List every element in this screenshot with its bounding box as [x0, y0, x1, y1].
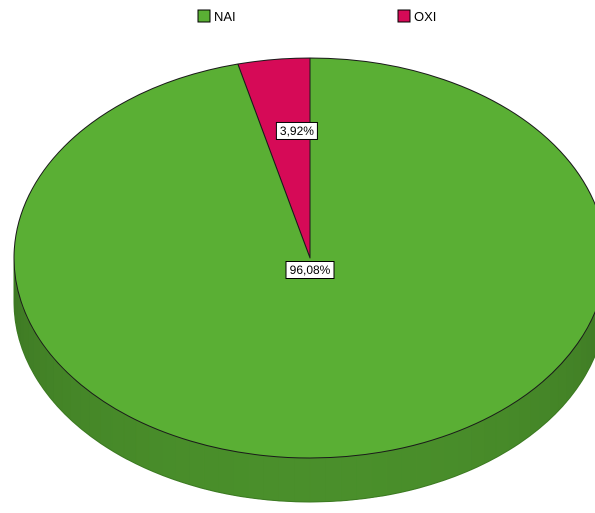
- pie-side-strip: [218, 447, 234, 496]
- pie-slices: [13, 57, 595, 459]
- pie-side-strip: [507, 398, 520, 452]
- legend-swatch-nai: [197, 9, 211, 23]
- pie-side-strip: [123, 412, 137, 465]
- pie-side-strip: [100, 398, 113, 452]
- pie-side-strip: [386, 447, 402, 496]
- pie-side-strip: [278, 456, 295, 503]
- pie-side-strip: [356, 453, 372, 500]
- pie-side-strip: [483, 412, 497, 465]
- pie-side-strip: [340, 455, 357, 502]
- data-label-text-nai: 96,08%: [290, 263, 331, 277]
- pie-side-strip: [79, 383, 91, 437]
- pie-side-strip: [248, 453, 264, 500]
- data-labels: 3,92% 96,08%: [275, 121, 335, 279]
- data-label-text-oxi: 3,92%: [280, 124, 314, 138]
- legend-label-oxi: OXI: [414, 9, 436, 24]
- pie-side-strip: [519, 391, 531, 445]
- pie-side-strip: [135, 419, 150, 471]
- pie-side-strip: [161, 430, 176, 481]
- pie-side-strip: [309, 457, 326, 503]
- pie-side-strip: [470, 419, 485, 471]
- pie-side-strip: [495, 406, 509, 458]
- pie-side-strip: [529, 383, 541, 437]
- data-label-box-nai: [285, 261, 335, 279]
- pie-side-strip: [70, 374, 81, 429]
- pie-side-strip: [89, 391, 101, 445]
- pie-side-strip: [294, 457, 311, 503]
- pie-slice-nai[interactable]: [13, 57, 595, 459]
- pie-side-strip: [233, 450, 249, 498]
- pie-side-strip: [175, 435, 190, 486]
- pie-side-strip: [189, 440, 205, 490]
- pie-side-strip: [430, 435, 445, 486]
- legend-item-oxi[interactable]: OXI: [397, 9, 436, 24]
- legend-label-nai: NAI: [214, 9, 236, 24]
- pie-side-strip: [415, 440, 431, 490]
- pie-side-strip: [457, 425, 472, 476]
- pie-side-strip: [203, 444, 219, 493]
- pie-side-outline: [13, 258, 595, 503]
- pie-side-strip: [263, 455, 280, 502]
- pie-side-strip: [111, 406, 125, 458]
- data-label-box-oxi: [275, 121, 318, 140]
- data-label-nai: 96,08%: [285, 261, 335, 279]
- pie-side-strip: [444, 430, 459, 481]
- pie-side-strip: [325, 456, 342, 503]
- legend-item-nai[interactable]: NAI: [197, 9, 236, 24]
- legend-swatch-oxi: [397, 9, 411, 23]
- pie-side-strip: [371, 450, 387, 498]
- legend: NAI OXI: [197, 9, 436, 24]
- data-label-oxi: 3,92%: [275, 121, 318, 140]
- pie-side-strip: [148, 425, 163, 476]
- pie-side-strip: [401, 444, 417, 493]
